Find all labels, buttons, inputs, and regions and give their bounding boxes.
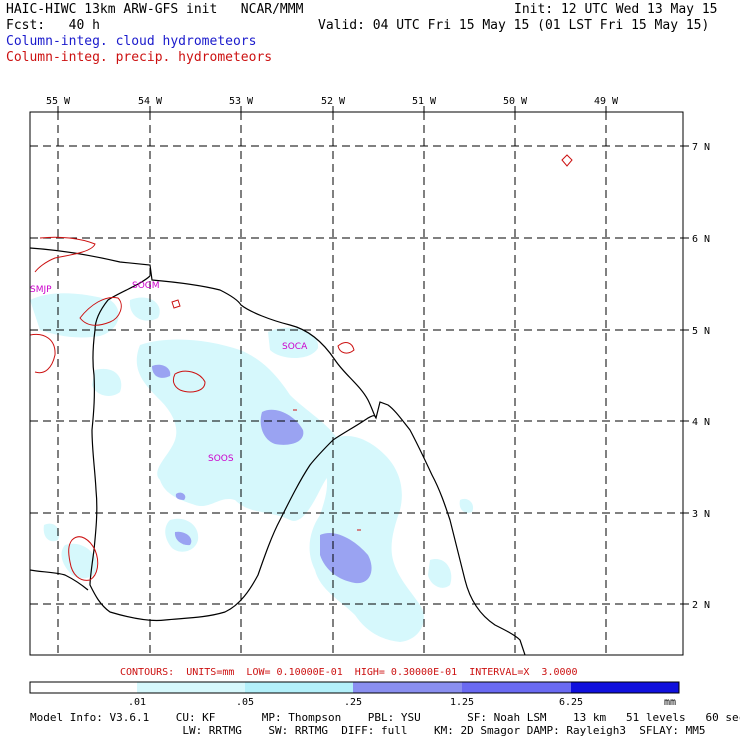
forecast-hour: Fcst: 40 h bbox=[6, 18, 100, 33]
station-label-sogm: SOGM bbox=[132, 281, 160, 291]
valid-time: Valid: 04 UTC Fri 15 May 15 (01 LST Fri … bbox=[318, 18, 710, 33]
lat-label: 6 N bbox=[692, 234, 710, 245]
precip-contours bbox=[30, 154, 573, 581]
map-title: HAIC-HIWC 13km ARW-GFS init NCAR/MMM bbox=[6, 2, 304, 17]
lon-label: 55 W bbox=[46, 96, 71, 107]
lon-label: 54 W bbox=[138, 96, 163, 107]
lon-label: 51 W bbox=[412, 96, 437, 107]
model-info-line2: LW: RRTMG SW: RRTMG DIFF: full KM: 2D Sm… bbox=[30, 724, 706, 737]
lon-ticks bbox=[57, 106, 607, 112]
lon-label: 52 W bbox=[321, 96, 346, 107]
coastline bbox=[30, 247, 526, 655]
lat-ticks bbox=[683, 145, 689, 605]
lat-label: 7 N bbox=[692, 142, 710, 153]
station-label-soca: SOCA bbox=[282, 342, 308, 352]
contours-note: CONTOURS: UNITS=mm LOW= 0.10000E-01 HIGH… bbox=[120, 667, 578, 678]
map-frame bbox=[29, 111, 684, 656]
lat-label: 3 N bbox=[692, 509, 710, 520]
station-label-soos: SOOS bbox=[208, 454, 234, 464]
colorbar-tick: 1.25 bbox=[450, 697, 474, 708]
field-precip-label: Column-integ. precip. hydrometeors bbox=[6, 50, 273, 65]
colorbar-unit: mm bbox=[664, 697, 676, 708]
colorbar-tick: 6.25 bbox=[559, 697, 583, 708]
colorbar bbox=[29, 681, 680, 694]
lat-label: 2 N bbox=[692, 600, 710, 611]
station-label-smjp: SMJP bbox=[30, 285, 52, 295]
lon-label: 50 W bbox=[503, 96, 528, 107]
model-info-line1: Model Info: V3.6.1 CU: KF MP: Thompson P… bbox=[30, 711, 740, 724]
colorbar-tick: .01 bbox=[128, 697, 146, 708]
colorbar-tick: .25 bbox=[344, 697, 362, 708]
lon-label: 49 W bbox=[594, 96, 619, 107]
lon-label: 53 W bbox=[229, 96, 254, 107]
lat-label: 5 N bbox=[692, 326, 710, 337]
lat-lon-grid bbox=[30, 112, 683, 655]
field-cloud-label: Column-integ. cloud hydrometeors bbox=[6, 34, 257, 49]
lat-label: 4 N bbox=[692, 417, 710, 428]
colorbar-tick: .05 bbox=[236, 697, 254, 708]
cloud-shading-light bbox=[30, 293, 474, 642]
init-time: Init: 12 UTC Wed 13 May 15 bbox=[514, 2, 718, 17]
